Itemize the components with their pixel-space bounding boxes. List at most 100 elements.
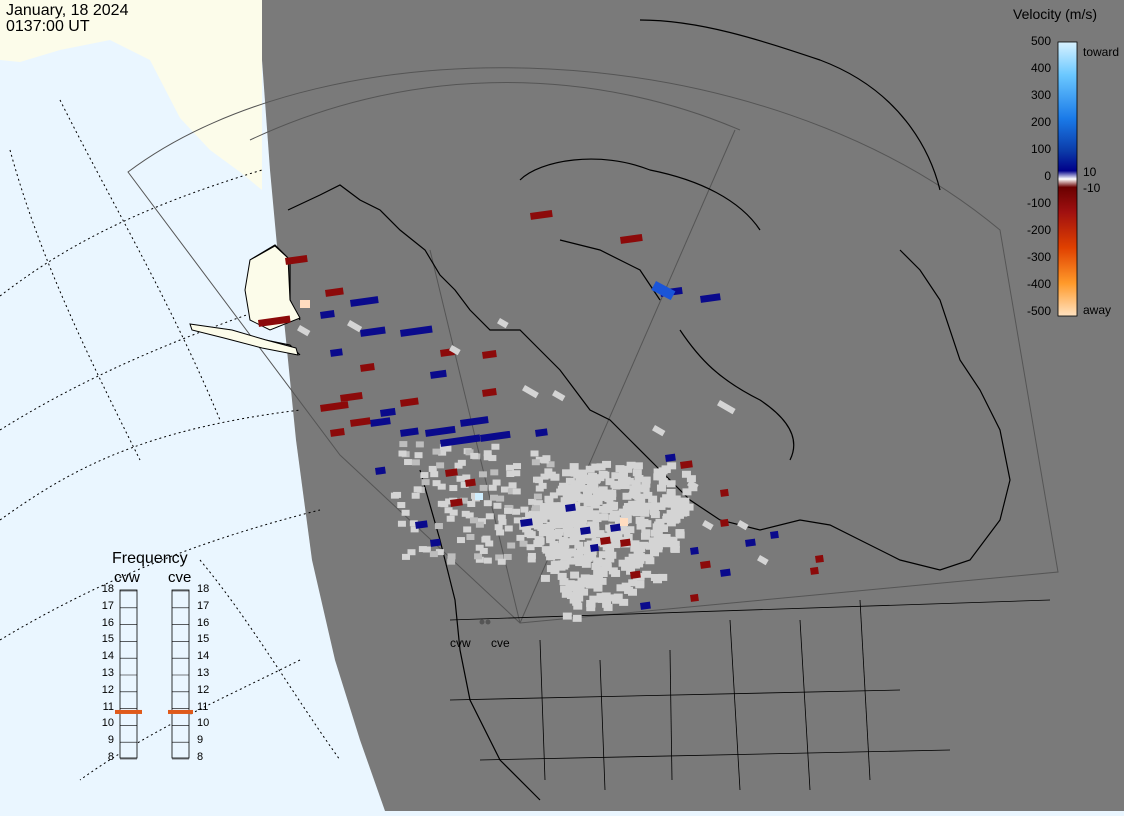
scatter-cell	[528, 498, 537, 505]
scatter-cell	[577, 495, 587, 503]
scatter-cell	[528, 510, 538, 518]
scatter-cell	[626, 461, 636, 469]
frequency-tick: 13	[101, 667, 114, 679]
scatter-cell	[491, 443, 500, 450]
scatter-cell	[446, 515, 455, 522]
scatter-cell	[623, 465, 633, 473]
scatter-cell	[599, 513, 609, 521]
scatter-cell	[549, 492, 558, 499]
scatter-cell	[670, 540, 680, 548]
scatter-cell	[656, 484, 666, 492]
scatter-cell	[325, 287, 344, 297]
scatter-cell	[411, 492, 420, 499]
date-label: January, 18 2024	[6, 2, 129, 19]
velocity-title: Velocity (m/s)	[1013, 6, 1098, 22]
scatter-cell	[504, 507, 513, 514]
scatter-cell	[434, 523, 443, 530]
scatter-cell	[570, 537, 580, 545]
radar-site-cve-marker	[485, 619, 491, 625]
velocity-colorbar	[1057, 41, 1078, 317]
scatter-cell	[320, 401, 349, 412]
scatter-cell	[568, 489, 578, 497]
scatter-cell	[650, 549, 660, 557]
scatter-cell	[628, 579, 638, 587]
scatter-cell	[572, 598, 582, 606]
frequency-tick: 11	[197, 700, 209, 713]
scatter-cell	[465, 478, 476, 487]
scatter-cell	[359, 363, 375, 372]
scatter-cell	[493, 502, 502, 509]
scatter-cell	[544, 495, 554, 503]
scatter-cell	[635, 516, 645, 524]
scatter-cell	[630, 544, 640, 552]
scatter-cell	[575, 478, 585, 486]
scatter-cell	[623, 503, 633, 511]
scatter-cell	[329, 428, 345, 437]
scatter-cell	[600, 536, 611, 545]
scatter-cell	[512, 488, 521, 495]
scatter-cell	[619, 538, 631, 547]
scatter-cell	[581, 476, 591, 484]
scatter-cell	[561, 590, 571, 598]
velocity-label-pos10: 10	[1083, 165, 1097, 179]
scatter-cell	[577, 546, 587, 554]
scatter-cell	[641, 476, 651, 484]
scatter-cell	[520, 518, 533, 527]
scatter-cell	[565, 517, 575, 525]
scatter-cell	[598, 470, 608, 478]
scatter-cell	[589, 595, 599, 603]
radar-site-markers	[479, 619, 491, 625]
scatter-cell	[640, 532, 650, 540]
scatter-cell	[538, 515, 548, 523]
scatter-cell	[512, 470, 521, 477]
scatter-cell	[531, 505, 540, 512]
frequency-tick: 13	[197, 667, 210, 679]
scatter-cell	[643, 491, 653, 499]
scatter-cell	[550, 509, 560, 517]
scatter-cell	[436, 462, 445, 469]
scatter-cell	[573, 602, 583, 610]
scatter-cell	[575, 559, 585, 567]
scatter-cell	[400, 397, 419, 407]
scatter-cell	[586, 599, 596, 607]
scatter-cell	[572, 586, 582, 594]
scatter-cell	[533, 500, 543, 508]
scatter-cell	[574, 594, 584, 602]
scatter-cell	[635, 556, 645, 564]
scatter-cell	[347, 320, 363, 333]
scatter-cell	[620, 482, 630, 490]
scatter-cell	[636, 545, 646, 553]
scatter-cell	[562, 612, 572, 620]
scatter-cell	[553, 521, 563, 529]
scatter-cell	[593, 576, 603, 584]
scatter-cell	[508, 482, 517, 489]
scatter-cell	[653, 473, 663, 481]
scatter-cell	[559, 547, 569, 555]
scatter-cell	[585, 465, 595, 473]
scatter-cell	[757, 555, 769, 566]
scatter-cell	[601, 506, 611, 514]
scatter-cell	[641, 480, 651, 488]
scatter-cell	[586, 604, 596, 612]
scatter-cell	[658, 478, 668, 486]
scatter-cell	[562, 469, 572, 477]
scatter-cell	[449, 345, 461, 356]
scatter-cell	[616, 584, 626, 592]
scatter-cell	[479, 484, 488, 491]
velocity-tick: -400	[1026, 277, 1051, 291]
scatter-cell	[485, 513, 494, 520]
scatter-cell	[603, 603, 613, 611]
freq-box-cvw	[119, 589, 138, 759]
frequency-tick: 15	[197, 633, 210, 646]
scatter-cell	[671, 515, 681, 523]
frequency-tick: 17	[197, 599, 210, 612]
scatter-cell	[576, 482, 586, 490]
scatter-cell	[584, 506, 594, 514]
scatter-cell	[648, 495, 658, 503]
scatter-cell	[481, 536, 490, 543]
scatter-cell	[552, 390, 566, 402]
scatter-cell	[490, 469, 499, 476]
scatter-cell	[719, 488, 729, 497]
scatter-cell	[507, 488, 516, 495]
scatter-cell	[560, 560, 570, 568]
